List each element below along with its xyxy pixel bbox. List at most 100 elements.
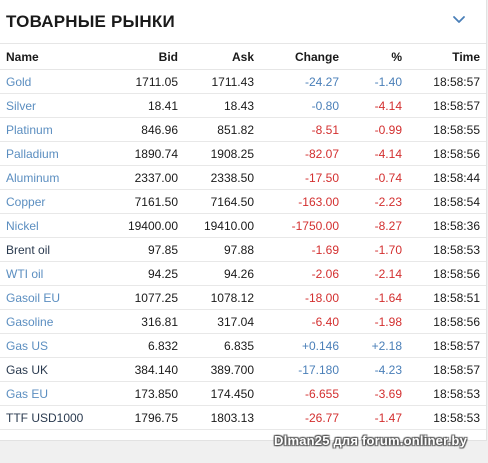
column-header-change: Change bbox=[260, 44, 345, 70]
commodity-link[interactable]: Gold bbox=[6, 74, 32, 89]
ask-cell: 19410.00 bbox=[184, 213, 260, 238]
ask-cell: 1803.13 bbox=[184, 405, 260, 430]
time-cell: 18:58:55 bbox=[408, 117, 486, 142]
table-row: Aluminum 2337.00 2338.50 -17.50 -0.74 18:58:4… bbox=[0, 165, 486, 190]
change-cell: -1.69 bbox=[260, 237, 345, 262]
table-row: Brent oil 97.85 97.88 -1.69 -1.70 18:58:53 bbox=[0, 237, 486, 262]
percent-cell: -2.14 bbox=[345, 261, 408, 286]
bid-cell: 1890.74 bbox=[105, 141, 184, 166]
change-cell: -18.00 bbox=[260, 285, 345, 310]
commodity-name-cell: Brent oil bbox=[0, 237, 105, 262]
table-row: Gas US 6.832 6.835 +0.146 +2.18 18:58:57 bbox=[0, 333, 486, 358]
change-cell: -6.40 bbox=[260, 309, 345, 334]
commodity-name-cell: Gas US bbox=[0, 333, 105, 358]
commodity-name-cell: Gas UK bbox=[0, 357, 105, 382]
commodity-name-cell: Platinum bbox=[0, 117, 105, 142]
table-row: Gas EU 173.850 174.450 -6.655 -3.69 18:58:53 bbox=[0, 381, 486, 406]
ask-cell: 851.82 bbox=[184, 117, 260, 142]
percent-cell: -4.23 bbox=[345, 357, 408, 382]
change-cell: -163.00 bbox=[260, 189, 345, 214]
change-cell: -24.27 bbox=[260, 69, 345, 94]
time-cell: 18:58:56 bbox=[408, 309, 486, 334]
table-row: TTF USD1000 1796.75 1803.13 -26.77 -1.47 18:5… bbox=[0, 405, 486, 430]
commodity-link[interactable]: Brent oil bbox=[6, 242, 51, 257]
ask-cell: 317.04 bbox=[184, 309, 260, 334]
table-row: Platinum 846.96 851.82 -8.51 -0.99 18:58:55 bbox=[0, 117, 486, 142]
ask-cell: 1078.12 bbox=[184, 285, 260, 310]
ask-cell: 1908.25 bbox=[184, 141, 260, 166]
percent-cell: -0.99 bbox=[345, 117, 408, 142]
commodity-link[interactable]: WTI oil bbox=[6, 266, 44, 281]
change-cell: -26.77 bbox=[260, 405, 345, 430]
change-cell: -8.51 bbox=[260, 117, 345, 142]
change-cell: -82.07 bbox=[260, 141, 345, 166]
change-cell: -6.655 bbox=[260, 381, 345, 406]
ask-cell: 94.26 bbox=[184, 261, 260, 286]
widget-header: ТОВАРНЫЕ РЫНКИ bbox=[0, 0, 486, 44]
time-cell: 18:58:57 bbox=[408, 333, 486, 358]
time-cell: 18:58:53 bbox=[408, 381, 486, 406]
column-header-time: Time bbox=[408, 44, 486, 70]
ask-cell: 389.700 bbox=[184, 357, 260, 382]
percent-cell: -0.74 bbox=[345, 165, 408, 190]
time-cell: 18:58:53 bbox=[408, 405, 486, 430]
change-cell: +0.146 bbox=[260, 333, 345, 358]
time-cell: 18:58:57 bbox=[408, 357, 486, 382]
commodity-link[interactable]: Gas UK bbox=[6, 362, 49, 377]
commodity-name-cell: Silver bbox=[0, 93, 105, 118]
bid-cell: 384.140 bbox=[105, 357, 184, 382]
bid-cell: 1796.75 bbox=[105, 405, 184, 430]
time-cell: 18:58:51 bbox=[408, 285, 486, 310]
commodity-name-cell: Copper bbox=[0, 189, 105, 214]
commodity-link[interactable]: Platinum bbox=[6, 122, 53, 137]
commodity-name-cell: Nickel bbox=[0, 213, 105, 238]
commodity-link[interactable]: Gasoline bbox=[6, 314, 54, 329]
bid-cell: 7161.50 bbox=[105, 189, 184, 214]
change-cell: -17.50 bbox=[260, 165, 345, 190]
commodity-link[interactable]: TTF USD1000 bbox=[6, 410, 84, 425]
commodity-name-cell: Aluminum bbox=[0, 165, 105, 190]
percent-cell: -2.23 bbox=[345, 189, 408, 214]
bid-cell: 97.85 bbox=[105, 237, 184, 262]
ask-cell: 7164.50 bbox=[184, 189, 260, 214]
ask-cell: 2338.50 bbox=[184, 165, 260, 190]
percent-cell: -1.98 bbox=[345, 309, 408, 334]
commodity-link[interactable]: Gasoil EU bbox=[6, 290, 61, 305]
commodity-link[interactable]: Aluminum bbox=[6, 170, 60, 185]
table-row: Gas UK 384.140 389.700 -17.180 -4.23 18:58:57 bbox=[0, 357, 486, 382]
commodity-table: Name Bid Ask Change % Time Gold 1711.05 17… bbox=[0, 44, 486, 430]
bid-cell: 18.41 bbox=[105, 93, 184, 118]
percent-cell: -1.47 bbox=[345, 405, 408, 430]
commodity-link[interactable]: Palladium bbox=[6, 146, 59, 161]
percent-cell: -3.69 bbox=[345, 381, 408, 406]
commodity-name-cell: Palladium bbox=[0, 141, 105, 166]
change-cell: -1750.00 bbox=[260, 213, 345, 238]
bid-cell: 2337.00 bbox=[105, 165, 184, 190]
ask-cell: 6.835 bbox=[184, 333, 260, 358]
time-cell: 18:58:44 bbox=[408, 165, 486, 190]
time-cell: 18:58:36 bbox=[408, 213, 486, 238]
commodity-link[interactable]: Copper bbox=[6, 194, 46, 209]
change-cell: -0.80 bbox=[260, 93, 345, 118]
time-cell: 18:58:56 bbox=[408, 141, 486, 166]
time-cell: 18:58:53 bbox=[408, 237, 486, 262]
commodity-markets-widget: ТОВАРНЫЕ РЫНКИ Name Bid Ask Change % Tim… bbox=[0, 0, 487, 441]
column-header-bid: Bid bbox=[105, 44, 184, 70]
commodity-link[interactable]: Nickel bbox=[6, 218, 39, 233]
table-row: Palladium 1890.74 1908.25 -82.07 -4.14 18:58:… bbox=[0, 141, 486, 166]
table-header-row: Name Bid Ask Change % Time bbox=[0, 44, 486, 70]
percent-cell: -8.27 bbox=[345, 213, 408, 238]
ask-cell: 18.43 bbox=[184, 93, 260, 118]
chevron-down-icon[interactable] bbox=[452, 13, 466, 27]
table-row: Nickel 19400.00 19410.00 -1750.00 -8.27 18:58… bbox=[0, 213, 486, 238]
table-row: Gasoil EU 1077.25 1078.12 -18.00 -1.64 18:58:… bbox=[0, 285, 486, 310]
table-row: Copper 7161.50 7164.50 -163.00 -2.23 18:58:54 bbox=[0, 189, 486, 214]
table-row: WTI oil 94.25 94.26 -2.06 -2.14 18:58:56 bbox=[0, 261, 486, 286]
percent-cell: +2.18 bbox=[345, 333, 408, 358]
commodity-link[interactable]: Gas EU bbox=[6, 386, 49, 401]
table-row: Gold 1711.05 1711.43 -24.27 -1.40 18:58:57 bbox=[0, 69, 486, 94]
widget-title: ТОВАРНЫЕ РЫНКИ bbox=[6, 12, 175, 31]
commodity-link[interactable]: Silver bbox=[6, 98, 37, 113]
bid-cell: 846.96 bbox=[105, 117, 184, 142]
commodity-link[interactable]: Gas US bbox=[6, 338, 49, 353]
